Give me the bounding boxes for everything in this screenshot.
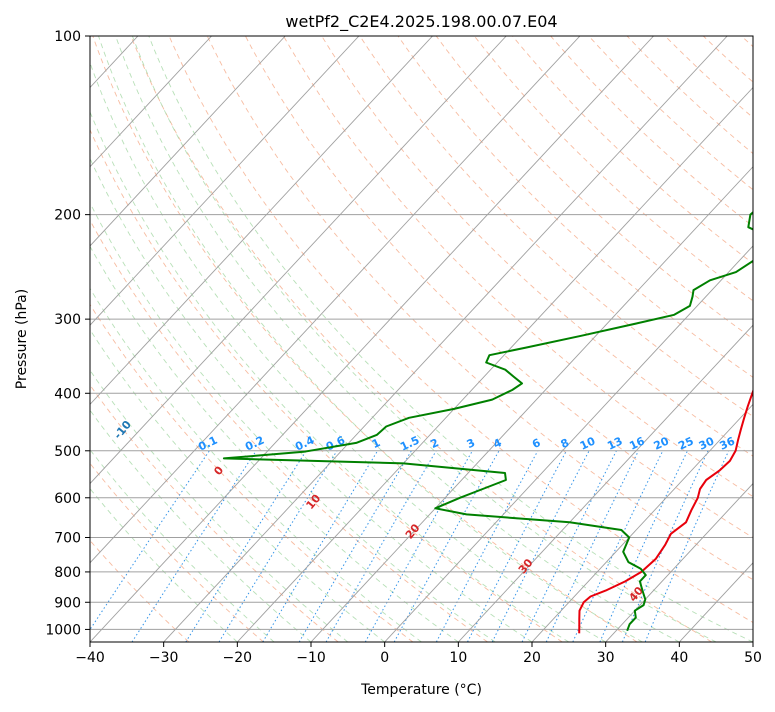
chart-title: wetPf2_C2E4.2025.198.00.07.E04 — [285, 12, 557, 32]
y-tick-label: 700 — [54, 531, 81, 547]
x-tick-label: 10 — [449, 650, 467, 666]
y-axis-label: Pressure (hPa) — [14, 289, 30, 389]
y-tick-label: 600 — [54, 491, 81, 507]
x-axis-label: Temperature (°C) — [360, 682, 482, 698]
y-tick-label: 200 — [54, 208, 81, 224]
y-tick-label: 100 — [54, 29, 81, 45]
y-tick-label: 500 — [54, 444, 81, 460]
y-tick-label: 800 — [54, 565, 81, 581]
x-tick-label: −10 — [296, 650, 326, 666]
y-tick-label: 400 — [54, 386, 81, 402]
y-tick-label: 1000 — [45, 622, 81, 638]
x-tick-label: 30 — [597, 650, 615, 666]
x-tick-label: −40 — [75, 650, 105, 666]
x-tick-label: 0 — [380, 650, 389, 666]
x-tick-label: 50 — [744, 650, 762, 666]
x-tick-label: −20 — [223, 650, 253, 666]
x-tick-label: 20 — [523, 650, 541, 666]
x-tick-label: −30 — [149, 650, 179, 666]
y-tick-label: 300 — [54, 312, 81, 328]
x-tick-label: 40 — [670, 650, 688, 666]
y-tick-label: 900 — [54, 595, 81, 611]
